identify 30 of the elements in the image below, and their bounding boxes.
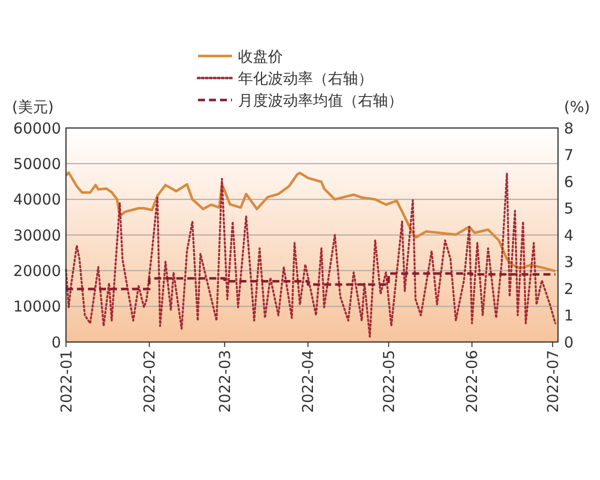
y-axis-title: (美元)	[12, 98, 54, 116]
x-tick-label: 2022-05	[380, 350, 398, 413]
x-tick-label: 2022-06	[463, 350, 482, 413]
y2-axis-title: (%)	[564, 98, 590, 116]
y2-tick-label: 5	[564, 200, 574, 218]
line-series	[65, 172, 556, 338]
y2-tick-label: 4	[564, 226, 574, 244]
y-tick-label: 0	[51, 333, 61, 352]
x-tick-label: 2022-02	[140, 350, 159, 413]
y-tick-label: 30000	[13, 226, 61, 244]
legend-label: 月度波动率均值（右轴）	[238, 91, 403, 110]
x-tick-label: 2022-07	[544, 350, 562, 413]
y2-tick-label: 7	[564, 146, 574, 164]
y2-tick-label: 6	[564, 172, 574, 191]
x-tick-label: 2022-04	[299, 350, 318, 413]
y-tick-label: 40000	[13, 190, 61, 209]
y-tick-label: 10000	[13, 298, 61, 316]
y2-tick-label: 2	[564, 280, 574, 298]
y-tick-label: 20000	[13, 262, 61, 280]
y2-tick-label: 0	[564, 333, 574, 352]
y2-tick-label: 1	[564, 306, 574, 324]
legend-label: 收盘价	[238, 47, 283, 66]
y-tick-label: 50000	[13, 154, 61, 173]
legend-label: 年化波动率（右轴）	[238, 69, 373, 88]
line-series	[64, 171, 557, 272]
y-tick-label: 60000	[13, 119, 61, 138]
y2-tick-label: 8	[564, 119, 574, 138]
x-tick-label: 2022-03	[216, 350, 234, 413]
x-tick-label: 2022-01	[57, 350, 76, 413]
y2-tick-label: 3	[564, 253, 574, 271]
